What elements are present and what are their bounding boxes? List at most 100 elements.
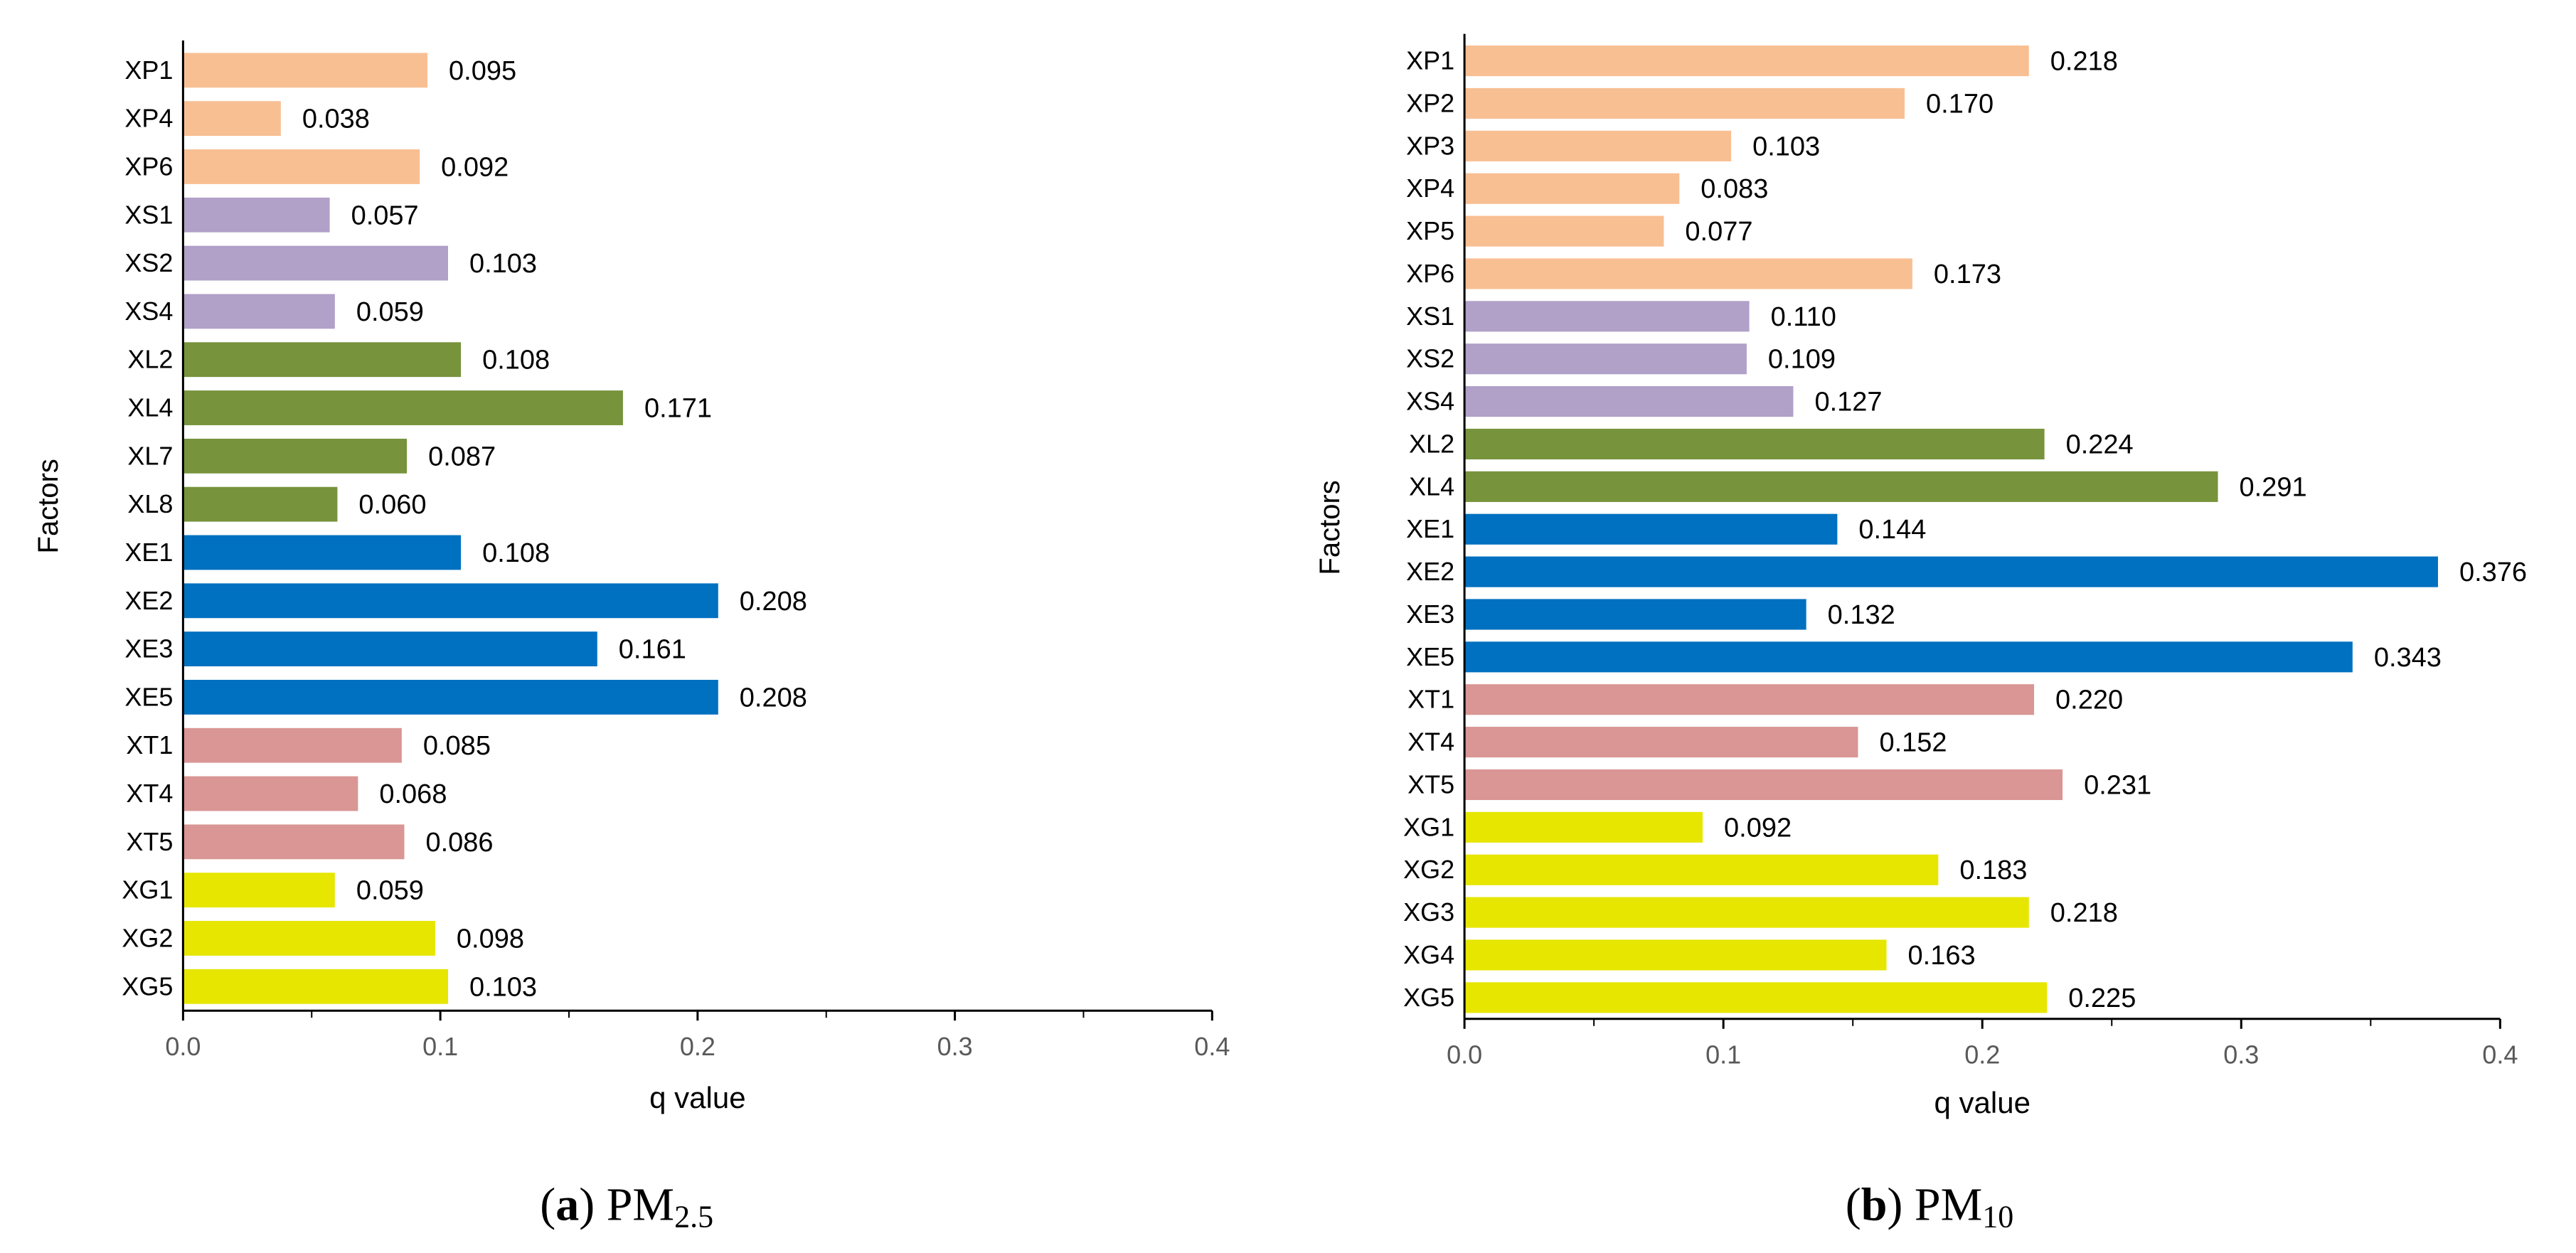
category-label-xl4: XL4 bbox=[1409, 471, 1454, 501]
bar-xg1 bbox=[183, 873, 335, 908]
value-label-xs2: 0.109 bbox=[1768, 345, 1836, 375]
bar-xt5 bbox=[183, 824, 405, 860]
bar-xe5 bbox=[1464, 641, 2353, 673]
category-label-xp4: XP4 bbox=[1406, 174, 1454, 203]
category-label-xp4: XP4 bbox=[124, 104, 173, 133]
bar-xp2 bbox=[1464, 87, 1905, 119]
category-label-xt5: XT5 bbox=[1407, 769, 1454, 799]
bar-xg3 bbox=[1464, 897, 2029, 928]
bar-xp1 bbox=[1464, 46, 2029, 77]
bar-xg5 bbox=[183, 969, 448, 1004]
bar-xg5 bbox=[1464, 982, 2048, 1013]
value-label-xl4: 0.291 bbox=[2240, 472, 2307, 502]
bar-xs1 bbox=[183, 197, 330, 233]
x-axis-title: q value bbox=[649, 1081, 745, 1114]
value-label-xg2: 0.098 bbox=[457, 924, 524, 954]
category-label-xl8: XL8 bbox=[127, 489, 173, 518]
bar-xt1 bbox=[183, 727, 402, 763]
value-label-xl4: 0.171 bbox=[644, 394, 712, 424]
x-tick-label-2: 0.2 bbox=[680, 1032, 715, 1061]
value-label-xt4: 0.068 bbox=[379, 779, 447, 809]
y-axis-title: Factors bbox=[1314, 480, 1346, 575]
category-label-xg1: XG1 bbox=[122, 875, 173, 905]
value-label-xe2: 0.208 bbox=[740, 587, 807, 617]
bar-xp5 bbox=[1464, 215, 1664, 247]
category-label-xe1: XE1 bbox=[124, 538, 173, 567]
value-label-xp1: 0.218 bbox=[2050, 47, 2118, 77]
x-axis-title: q value bbox=[1934, 1086, 2031, 1119]
value-label-xs1: 0.057 bbox=[351, 201, 419, 230]
caption-open-paren: ( bbox=[540, 1179, 555, 1231]
panel-caption: (b) PM10 bbox=[1846, 1179, 2014, 1235]
category-label-xs4: XS4 bbox=[1406, 387, 1454, 416]
bar-xs1 bbox=[1464, 301, 1750, 332]
category-label-xe5: XE5 bbox=[1406, 642, 1454, 671]
x-tick-label-4: 0.4 bbox=[1194, 1032, 1230, 1061]
value-label-xs4: 0.059 bbox=[356, 297, 424, 327]
chart-panel-pm25: XP1 0.095 XP4 0.038 XP6 0.092 XS1 0.057 XS2 0.103… bbox=[33, 40, 1230, 1235]
value-label-xp4: 0.083 bbox=[1701, 174, 1768, 204]
bar-xe3 bbox=[1464, 599, 1806, 630]
caption-subscript: 10 bbox=[1982, 1200, 2013, 1235]
bar-xg2 bbox=[1464, 854, 1939, 885]
category-label-xs4: XS4 bbox=[124, 297, 173, 326]
bar-xe3 bbox=[183, 631, 597, 667]
bar-xp1 bbox=[183, 53, 428, 88]
category-label-xp1: XP1 bbox=[1406, 46, 1454, 75]
category-label-xt1: XT1 bbox=[126, 730, 173, 759]
category-label-xt4: XT4 bbox=[1407, 727, 1454, 757]
value-label-xg1: 0.059 bbox=[356, 876, 424, 906]
bar-xl2 bbox=[183, 342, 462, 378]
category-label-xl2: XL2 bbox=[1409, 429, 1454, 458]
panel-caption: (a) PM2.5 bbox=[540, 1179, 713, 1235]
category-label-xp1: XP1 bbox=[124, 55, 173, 85]
value-label-xt5: 0.086 bbox=[425, 828, 493, 858]
bar-xe2 bbox=[183, 583, 718, 619]
category-label-xs1: XS1 bbox=[124, 200, 173, 229]
value-label-xg4: 0.163 bbox=[1908, 941, 1976, 971]
category-label-xl4: XL4 bbox=[127, 393, 173, 422]
value-label-xp6: 0.173 bbox=[1934, 260, 2001, 289]
caption-open-paren: ( bbox=[1846, 1179, 1861, 1231]
category-label-xl2: XL2 bbox=[127, 345, 173, 374]
value-label-xt4: 0.152 bbox=[1879, 728, 1947, 758]
value-label-xt1: 0.085 bbox=[423, 731, 491, 761]
bar-xs4 bbox=[1464, 386, 1794, 417]
bar-xp6 bbox=[183, 149, 420, 184]
category-label-xg5: XG5 bbox=[1403, 983, 1454, 1012]
value-label-xe3: 0.132 bbox=[1828, 600, 1895, 630]
x-tick-label-3: 0.3 bbox=[2223, 1040, 2259, 1069]
bar-xl4 bbox=[1464, 471, 2218, 502]
value-label-xp6: 0.092 bbox=[441, 152, 509, 182]
bar-xt4 bbox=[1464, 727, 1858, 758]
x-tick-label-3: 0.3 bbox=[937, 1032, 973, 1061]
value-label-xe5: 0.208 bbox=[740, 683, 807, 713]
category-label-xe1: XE1 bbox=[1406, 514, 1454, 543]
bar-xt5 bbox=[1464, 769, 2063, 801]
x-tick-label-0: 0.0 bbox=[165, 1032, 201, 1061]
y-axis-title: Factors bbox=[33, 459, 64, 553]
value-label-xl8: 0.060 bbox=[358, 490, 426, 520]
category-label-xe3: XE3 bbox=[1406, 599, 1454, 629]
category-label-xp6: XP6 bbox=[1406, 259, 1454, 288]
value-label-xl7: 0.087 bbox=[428, 442, 496, 471]
category-label-xp2: XP2 bbox=[1406, 88, 1454, 117]
value-label-xp2: 0.170 bbox=[1926, 89, 1994, 119]
value-label-xs1: 0.110 bbox=[1771, 302, 1836, 332]
value-label-xl2: 0.108 bbox=[482, 346, 550, 375]
category-label-xg1: XG1 bbox=[1403, 812, 1454, 841]
value-label-xg3: 0.218 bbox=[2050, 898, 2118, 928]
bar-xe1 bbox=[183, 535, 462, 570]
value-label-xg2: 0.183 bbox=[1959, 855, 2027, 885]
value-label-xl2: 0.224 bbox=[2066, 430, 2134, 459]
bar-xe2 bbox=[1464, 556, 2438, 587]
category-label-xt4: XT4 bbox=[126, 779, 173, 808]
category-label-xg3: XG3 bbox=[1403, 897, 1454, 927]
bar-xg4 bbox=[1464, 939, 1887, 971]
x-tick-label-4: 0.4 bbox=[2482, 1040, 2518, 1069]
bar-xt4 bbox=[183, 776, 358, 811]
bar-xl4 bbox=[183, 390, 623, 425]
bar-xl7 bbox=[183, 438, 408, 474]
bar-xp4 bbox=[183, 101, 281, 137]
bar-xl8 bbox=[183, 486, 338, 522]
